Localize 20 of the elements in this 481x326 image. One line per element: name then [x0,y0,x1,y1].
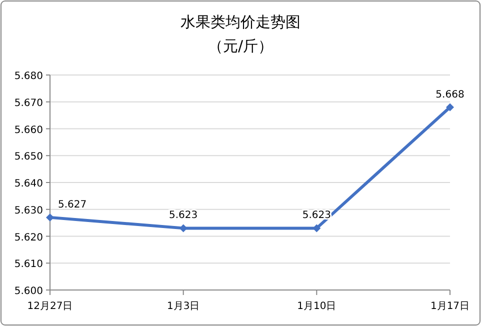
x-tick-label: 1月10日 [297,301,336,312]
y-tick-label: 5.600 [14,286,43,297]
y-tick-label: 5.630 [14,205,43,216]
y-tick-label: 5.610 [14,259,43,270]
chart-subtitle: （元/斤） [208,37,274,55]
x-tick-label: 1月3日 [166,301,200,312]
chart-title: 水果类均价走势图 [180,13,300,31]
y-tick-label: 5.660 [14,124,43,136]
y-tick-label: 5.620 [14,232,43,244]
y-tick-label: 5.640 [14,178,43,190]
x-tick-label: 1月17日 [430,301,470,312]
y-tick-label: 5.650 [14,152,43,163]
point [46,213,54,222]
point [446,103,454,112]
x-tick-label: 12月27日 [27,301,73,312]
data-label: 5.623 [169,210,198,222]
data-label: 5.627 [58,199,87,210]
data-label: 5.668 [436,89,464,100]
y-tick-label: 5.670 [14,98,43,109]
y-tick-label: 5.680 [14,71,43,82]
